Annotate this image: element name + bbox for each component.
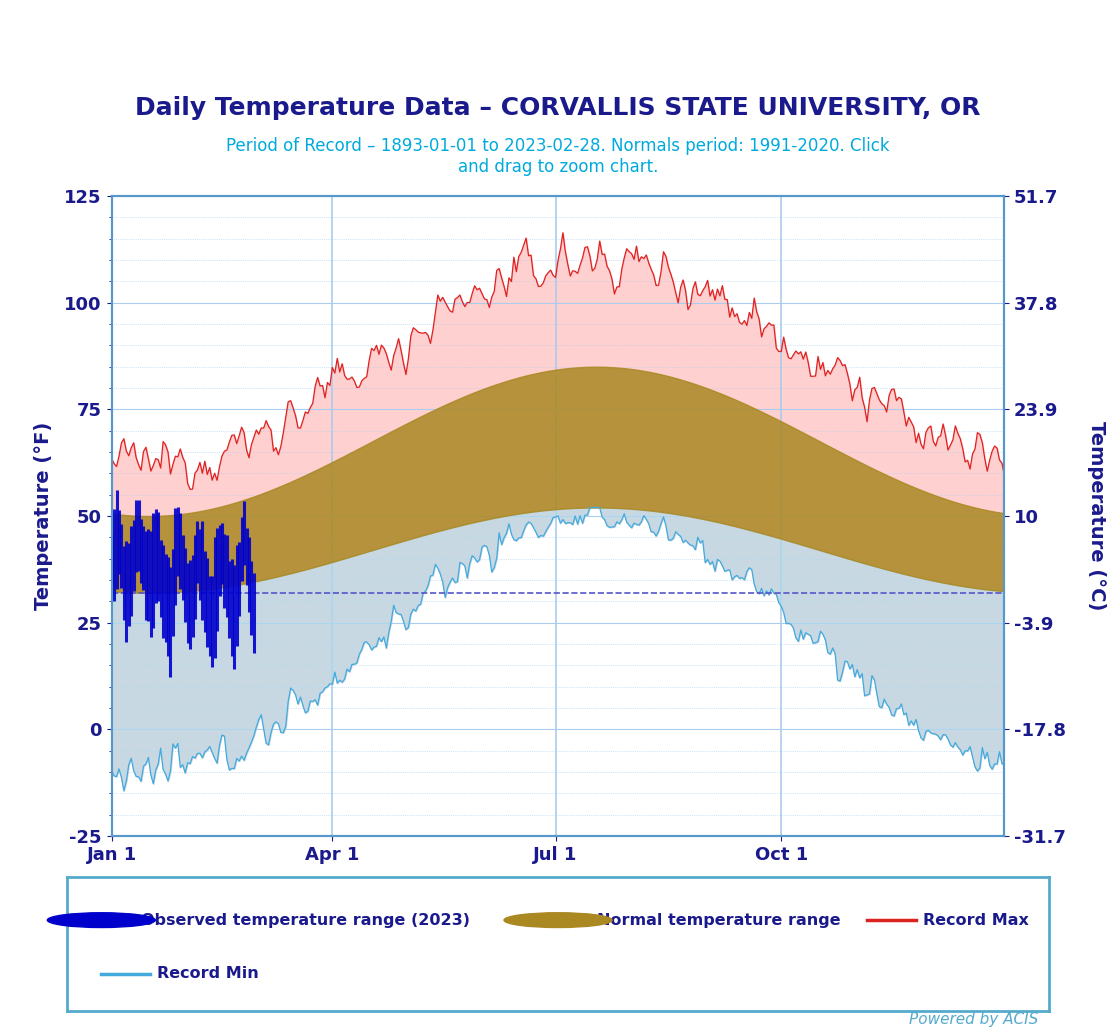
Text: Period of Record – 1893-01-01 to 2023-02-28. Normals period: 1991-2020. Click
an: Period of Record – 1893-01-01 to 2023-02… [227,137,889,176]
Circle shape [47,912,155,928]
Y-axis label: Temperature (°C): Temperature (°C) [1087,421,1106,611]
Text: Powered by ACIS: Powered by ACIS [908,1011,1038,1027]
Text: Record Min: Record Min [157,966,259,981]
Y-axis label: Temperature (°F): Temperature (°F) [35,422,54,610]
Text: Record Max: Record Max [923,912,1029,928]
Text: Daily Temperature Data – CORVALLIS STATE UNIVERSITY, OR: Daily Temperature Data – CORVALLIS STATE… [135,96,981,121]
Circle shape [504,912,612,928]
Text: Normal temperature range: Normal temperature range [597,912,841,928]
Text: Observed temperature range (2023): Observed temperature range (2023) [141,912,470,928]
